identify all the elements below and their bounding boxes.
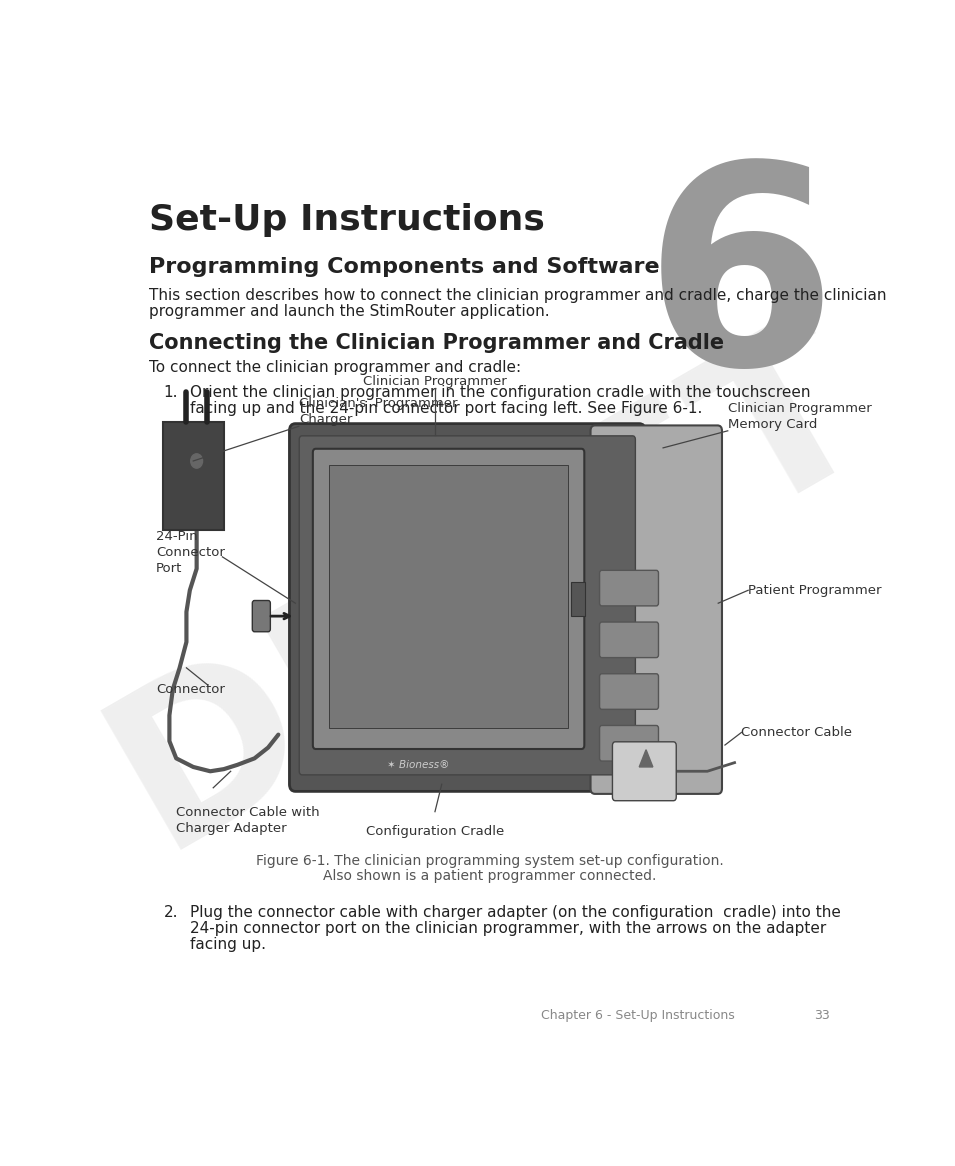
Text: Patient Programmer: Patient Programmer (748, 584, 881, 597)
Text: Clinician's  Programmer
Charger: Clinician's Programmer Charger (299, 398, 457, 427)
Text: Figure 6-1. The clinician programming system set-up configuration.: Figure 6-1. The clinician programming sy… (256, 854, 723, 868)
Polygon shape (639, 750, 653, 767)
FancyBboxPatch shape (299, 436, 635, 775)
Circle shape (191, 454, 202, 469)
Text: 6: 6 (644, 154, 838, 423)
Text: Connecting the Clinician Programmer and Cradle: Connecting the Clinician Programmer and … (149, 333, 724, 353)
Text: Clinician Programmer
Memory Card: Clinician Programmer Memory Card (728, 402, 872, 430)
FancyBboxPatch shape (252, 600, 270, 632)
Text: 24-pin connector port on the clinician programmer, with the arrows on the adapte: 24-pin connector port on the clinician p… (190, 921, 826, 936)
FancyBboxPatch shape (289, 423, 646, 792)
Text: 2.: 2. (164, 905, 179, 920)
Text: Set-Up Instructions: Set-Up Instructions (149, 203, 545, 237)
FancyBboxPatch shape (162, 422, 223, 529)
Text: 24-Pin
Connector
Port: 24-Pin Connector Port (156, 529, 224, 575)
FancyBboxPatch shape (600, 725, 659, 761)
Text: Programming Components and Software: Programming Components and Software (149, 257, 660, 276)
FancyBboxPatch shape (600, 621, 659, 658)
Text: Plug the connector cable with charger adapter (on the configuration  cradle) int: Plug the connector cable with charger ad… (190, 905, 840, 920)
Text: Also shown is a patient programmer connected.: Also shown is a patient programmer conne… (323, 869, 656, 883)
FancyBboxPatch shape (612, 742, 676, 801)
FancyBboxPatch shape (600, 570, 659, 606)
Text: 1.: 1. (164, 385, 179, 400)
Text: ✶ Bioness®: ✶ Bioness® (388, 760, 450, 770)
Text: Chapter 6 - Set-Up Instructions: Chapter 6 - Set-Up Instructions (541, 1009, 735, 1021)
FancyBboxPatch shape (600, 674, 659, 709)
Bar (329, 465, 567, 729)
Text: DRAFT: DRAFT (76, 288, 902, 890)
Text: Connector Cable with
Charger Adapter: Connector Cable with Charger Adapter (177, 806, 320, 835)
FancyBboxPatch shape (590, 426, 722, 794)
Text: Orient the clinician programmer in the configuration cradle with the touchscreen: Orient the clinician programmer in the c… (190, 385, 810, 400)
Text: Connector: Connector (156, 683, 224, 696)
Text: Configuration Cradle: Configuration Cradle (366, 826, 504, 838)
Text: facing up and the 24-pin connector port facing left. See Figure 6-1.: facing up and the 24-pin connector port … (190, 401, 702, 416)
Text: Connector Cable: Connector Cable (741, 726, 853, 739)
Text: To connect the clinician programmer and cradle:: To connect the clinician programmer and … (149, 360, 521, 375)
FancyBboxPatch shape (313, 449, 584, 749)
Text: Clinician Programmer: Clinician Programmer (363, 374, 507, 388)
Text: This section describes how to connect the clinician programmer and cradle, charg: This section describes how to connect th… (149, 288, 886, 303)
Text: 33: 33 (815, 1009, 830, 1021)
Bar (571, 582, 584, 616)
Text: programmer and launch the StimRouter application.: programmer and launch the StimRouter app… (149, 304, 550, 319)
Text: facing up.: facing up. (190, 937, 265, 953)
